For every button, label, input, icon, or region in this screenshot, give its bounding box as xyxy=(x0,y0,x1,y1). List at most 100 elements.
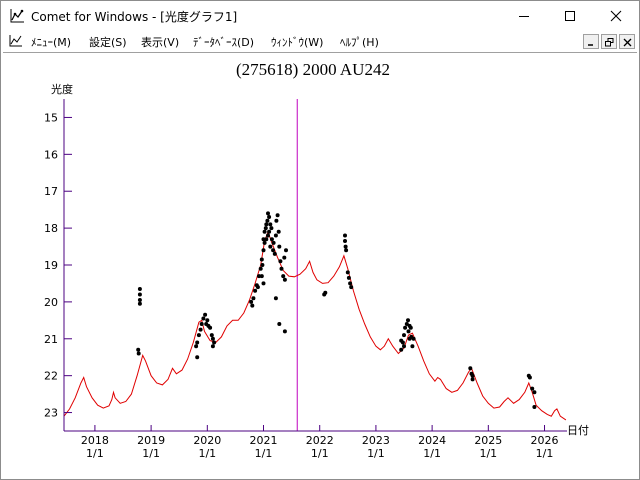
x-tick-sublabel: 1/1 xyxy=(311,447,329,460)
observation-point xyxy=(273,233,278,238)
x-tick-sublabel: 1/1 xyxy=(367,447,385,460)
observation-point xyxy=(527,375,532,380)
observation-point xyxy=(468,366,473,371)
observation-point xyxy=(343,244,348,249)
x-tick-label: 2018 xyxy=(81,434,109,447)
observation-point xyxy=(198,327,203,332)
x-tick-sublabel: 1/1 xyxy=(423,447,441,460)
observation-point xyxy=(259,274,264,279)
observation-point xyxy=(402,344,406,349)
observation-point xyxy=(137,292,142,297)
x-tick-sublabel: 1/1 xyxy=(479,447,497,460)
maximize-icon xyxy=(565,11,575,21)
observation-point xyxy=(281,274,286,279)
observation-point xyxy=(268,222,273,227)
document-chart-icon[interactable] xyxy=(9,34,23,48)
menu-item-window[interactable]: ｳｨﾝﾄﾞｳ(W) xyxy=(271,36,324,49)
observation-point xyxy=(257,274,261,279)
chart-app-icon[interactable] xyxy=(9,8,25,24)
observation-point xyxy=(264,222,269,227)
x-tick-label: 2021 xyxy=(250,434,278,447)
title-bar[interactable]: Comet for Windows - [光度グラフ1] xyxy=(1,1,639,31)
x-tick-label: 2020 xyxy=(193,434,221,447)
observation-point xyxy=(282,277,287,282)
observation-point xyxy=(530,386,535,391)
observation-point xyxy=(199,322,204,326)
observation-point xyxy=(205,318,210,323)
observation-point xyxy=(136,347,141,352)
observation-point xyxy=(277,244,282,249)
close-button[interactable] xyxy=(593,1,639,31)
observation-point xyxy=(261,237,266,242)
x-tick-sublabel: 1/1 xyxy=(536,447,554,460)
observation-point xyxy=(470,373,475,378)
observation-point xyxy=(262,229,267,234)
observation-point xyxy=(411,336,416,341)
observation-point xyxy=(210,344,215,349)
prediction-curve xyxy=(63,230,567,421)
observation-point xyxy=(210,336,215,341)
y-tick-label: 22 xyxy=(44,370,58,383)
observation-point xyxy=(271,240,276,245)
observation-point xyxy=(195,340,200,345)
observation-point xyxy=(269,226,274,231)
maximize-button[interactable] xyxy=(547,1,593,31)
observation-point xyxy=(404,322,409,326)
observation-point xyxy=(282,329,287,334)
menu-item-database[interactable]: ﾃﾞｰﾀﾍﾞｰｽ(D) xyxy=(193,36,255,49)
doc-restore-button[interactable] xyxy=(601,34,617,49)
observation-point xyxy=(344,248,349,253)
menu-item-help[interactable]: ﾍﾙﾌﾟ(H) xyxy=(340,36,379,49)
x-tick-label: 2022 xyxy=(306,434,334,447)
observation-point xyxy=(136,351,141,356)
observation-point xyxy=(277,322,282,326)
observation-point xyxy=(137,287,142,291)
observation-point xyxy=(275,213,280,218)
magnitude-chart: (275618) 2000 AU242 光度 日付 15161718192021… xyxy=(44,60,589,460)
observation-point xyxy=(470,377,475,382)
observation-point xyxy=(345,270,350,275)
doc-minimize-icon xyxy=(588,44,593,46)
close-icon xyxy=(610,10,622,22)
observation-point xyxy=(208,325,213,330)
graph-document: (275618) 2000 AU242 光度 日付 15 16 17 18 19 20 21… xyxy=(3,52,637,478)
minimize-button[interactable] xyxy=(501,1,547,31)
y-tick-label: 15 xyxy=(44,111,58,124)
menu-item-menu[interactable]: ﾒﾆｭｰ(M) xyxy=(31,36,72,49)
doc-minimize-button[interactable] xyxy=(583,34,599,49)
observation-point xyxy=(253,288,258,293)
observation-point xyxy=(264,237,269,242)
observation-point xyxy=(260,263,265,267)
menu-item-view[interactable]: 表示(V) xyxy=(141,36,180,49)
observation-point xyxy=(269,237,274,242)
observation-point xyxy=(262,240,267,245)
observation-point xyxy=(137,298,142,302)
minimize-icon xyxy=(519,16,529,17)
observation-point xyxy=(532,405,537,409)
observation-point xyxy=(403,325,408,330)
observation-point xyxy=(261,281,266,286)
observation-point xyxy=(212,340,217,345)
x-tick-label: 2023 xyxy=(362,434,390,447)
x-tick-label: 2024 xyxy=(418,434,446,447)
observation-point xyxy=(284,248,288,253)
observation-point xyxy=(195,355,200,360)
observation-point xyxy=(263,226,268,231)
observation-point xyxy=(399,347,404,352)
observation-point xyxy=(250,303,255,308)
y-tick-label: 23 xyxy=(44,407,58,420)
observation-point xyxy=(343,233,347,238)
observation-point xyxy=(261,248,266,253)
menu-item-settings[interactable]: 設定(S) xyxy=(89,36,127,49)
x-tick-label: 2019 xyxy=(137,434,165,447)
doc-close-button[interactable] xyxy=(619,34,635,49)
x-tick-sublabel: 1/1 xyxy=(198,447,216,460)
observation-point xyxy=(278,259,283,264)
observation-point xyxy=(249,299,254,304)
observation-point xyxy=(349,285,354,290)
window-title: Comet for Windows - [光度グラフ1] xyxy=(31,10,238,24)
x-tick-sublabel: 1/1 xyxy=(86,447,104,460)
observation-point xyxy=(407,323,412,328)
y-tick-label: 16 xyxy=(44,148,58,161)
